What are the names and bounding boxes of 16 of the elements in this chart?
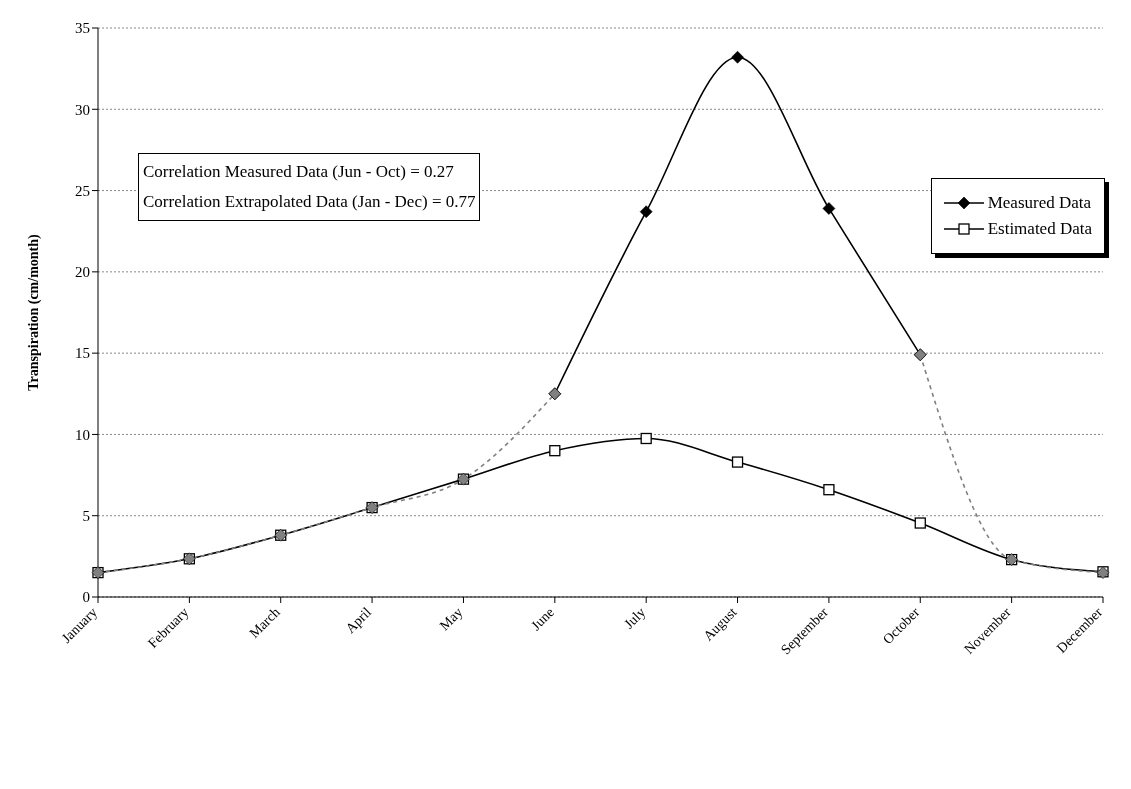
y-tick-label: 20 [75, 264, 90, 281]
legend-label: Measured Data [987, 193, 1092, 213]
annotation: Correlation Extrapolated Data (Jan - Dec) = 0.77 [143, 191, 476, 213]
x-tick-label: July [621, 604, 649, 632]
y-tick-label: 10 [75, 426, 90, 443]
y-tick-label: 0 [82, 589, 90, 606]
annotation: Correlation Measured Data (Jun - Oct) = 0.27 [143, 161, 455, 183]
x-tick-label: June [528, 604, 557, 634]
x-tick-label: May [436, 604, 466, 634]
y-tick-label: 35 [75, 20, 90, 37]
y-tick-label: 5 [82, 508, 90, 525]
y-tick-label: 15 [75, 345, 90, 362]
legend-label: Estimated Data [987, 219, 1092, 239]
y-axis-title: Transpiration (cm/month) [25, 233, 42, 391]
y-tick-label: 30 [75, 101, 90, 118]
y-tick-label: 25 [75, 182, 90, 199]
